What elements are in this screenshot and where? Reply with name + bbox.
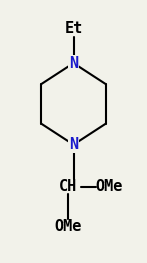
Text: N: N: [69, 55, 78, 71]
Text: OMe: OMe: [54, 219, 81, 234]
Text: N: N: [69, 137, 78, 152]
Text: CH: CH: [59, 179, 77, 194]
Text: Et: Et: [64, 21, 83, 37]
Text: OMe: OMe: [95, 179, 122, 194]
